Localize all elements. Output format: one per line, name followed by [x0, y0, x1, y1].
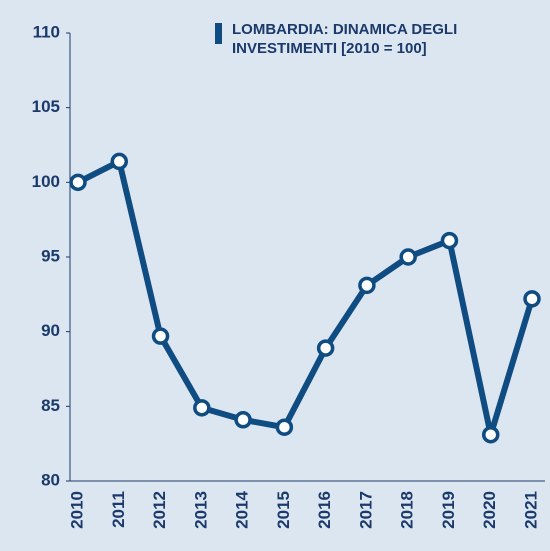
- x-tick-label: 2011: [109, 491, 128, 528]
- y-tick-label: 85: [41, 396, 60, 415]
- point-marker: [358, 276, 376, 295]
- y-tick-label: 110: [33, 22, 60, 41]
- point-marker: [481, 425, 500, 444]
- y-tick-label: 95: [41, 246, 60, 265]
- x-tick-label: 2015: [274, 491, 293, 529]
- legend-label: LOMBARDIA: DINAMICA DEGLI INVESTIMENTI […: [232, 21, 458, 57]
- y-tick-label: 105: [32, 97, 60, 116]
- point-marker: [234, 411, 252, 429]
- x-tick-label: 2014: [233, 490, 252, 528]
- x-tick-label: 2017: [356, 491, 375, 529]
- x-tick-label: 2012: [150, 491, 169, 529]
- x-tick-label: 2019: [439, 491, 458, 529]
- point-marker: [440, 231, 459, 250]
- x-tick-label: 2013: [191, 491, 210, 529]
- point-marker: [69, 173, 87, 192]
- point-marker: [151, 327, 170, 345]
- point-marker: [316, 339, 335, 357]
- series-line: [76, 158, 535, 438]
- point-marker: [523, 290, 541, 308]
- x-tick-label: 2016: [315, 491, 334, 529]
- y-tick-label: 90: [41, 321, 60, 340]
- legend-swatch: [215, 23, 222, 44]
- x-tick-label: 2018: [398, 491, 417, 529]
- y-tick-label: 100: [32, 172, 60, 191]
- y-tick-label: 80: [41, 470, 60, 489]
- x-tick-label: 2010: [67, 491, 86, 529]
- x-tick-label: 2021: [521, 491, 540, 529]
- x-tick-label: 2020: [480, 491, 499, 529]
- point-marker: [399, 248, 417, 266]
- point-marker: [275, 418, 294, 436]
- point-marker: [193, 399, 211, 417]
- point-marker: [110, 152, 129, 171]
